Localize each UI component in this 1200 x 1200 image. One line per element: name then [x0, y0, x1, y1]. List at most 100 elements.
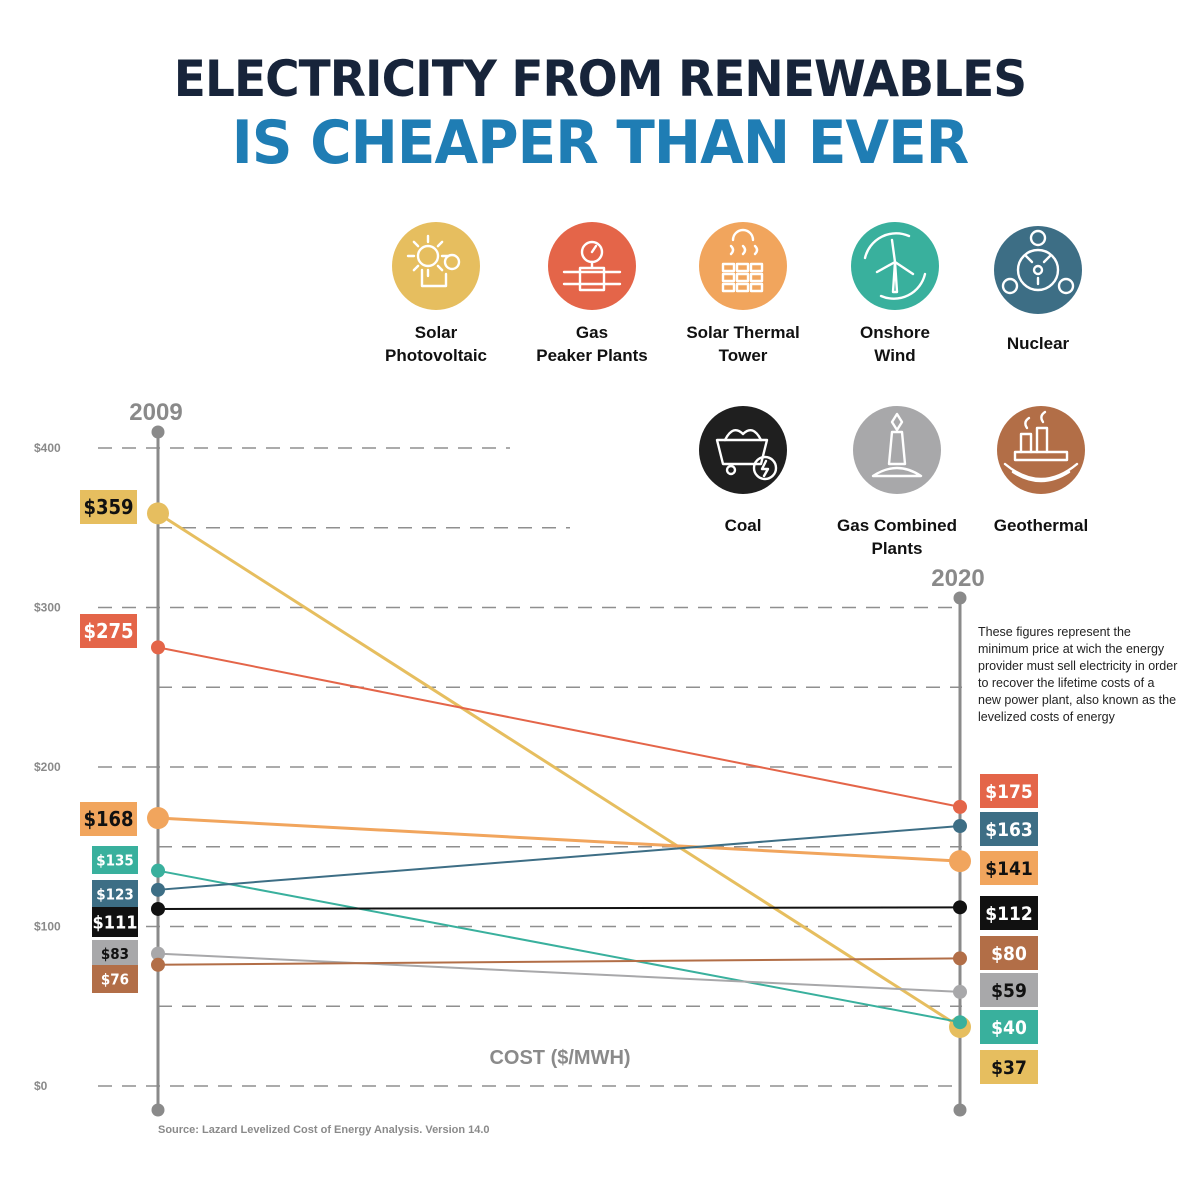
axis-end-dot	[151, 1103, 165, 1117]
icon-stroke	[749, 262, 764, 273]
value-label-2020: $175	[980, 774, 1038, 808]
data-point	[953, 900, 967, 915]
legend-icon-bg	[392, 222, 480, 310]
legend-label-line2: Plants	[871, 539, 922, 558]
icon-stroke	[1016, 248, 1060, 292]
value-label-2020: $37	[980, 1050, 1038, 1084]
icon-stroke	[715, 438, 769, 466]
icon-stroke	[875, 238, 915, 276]
series-line	[157, 816, 961, 863]
legend-layer: Solar Photovoltaic Gas Peaker Plants Solar T…	[385, 222, 1088, 558]
value-label-box	[92, 940, 138, 967]
value-label-text: $175	[985, 781, 1033, 803]
value-label-2020: $40	[980, 1010, 1038, 1044]
value-label-text: $168	[83, 807, 133, 831]
icon-stroke	[412, 264, 420, 272]
axis-end-dot	[953, 1103, 967, 1117]
value-label-text: $76	[101, 970, 129, 988]
icon-stroke	[723, 428, 763, 442]
legend-icon-bg	[853, 406, 941, 494]
y-tick-label: $100	[34, 920, 61, 934]
solar-panel-sun-icon	[406, 234, 461, 288]
value-label-2020: $163	[980, 812, 1038, 846]
icon-stroke	[1029, 229, 1047, 247]
icon-stroke	[416, 244, 440, 268]
value-label-text: $111	[92, 912, 137, 933]
data-point	[953, 819, 967, 834]
icon-stroke	[887, 430, 907, 466]
value-label-box	[80, 802, 137, 836]
legend-icon-bg	[699, 222, 787, 310]
value-label-box	[92, 846, 138, 874]
axis-end-dot	[953, 591, 967, 605]
title-line-1: ELECTRICITY FROM RENEWABLES	[173, 50, 1027, 108]
value-label-text: $135	[96, 851, 134, 869]
legend-item-geothermal: Geothermal	[994, 406, 1088, 535]
icon-stroke	[1035, 426, 1049, 454]
icon-stroke	[412, 240, 420, 248]
grid-layer: $0 $100 $200 $300 $400	[34, 441, 962, 1093]
value-label-box	[980, 936, 1038, 970]
radiation-icon	[1001, 229, 1075, 295]
icon-stroke	[443, 253, 461, 271]
data-point	[151, 901, 165, 916]
value-label-box	[92, 907, 138, 937]
data-point	[147, 502, 169, 525]
value-label-2020: $59	[980, 973, 1038, 1007]
y-tick-label: $0	[34, 1079, 48, 1093]
solar-thermal-heat-icon	[721, 228, 764, 293]
icon-stroke	[890, 412, 904, 432]
value-label-2009: $111	[92, 907, 138, 937]
icon-stroke	[1024, 254, 1052, 286]
icon-stroke	[749, 272, 764, 283]
title-line-2: IS CHEAPER THAN EVER	[231, 108, 969, 178]
icon-stroke	[871, 466, 923, 478]
icon-stroke	[436, 264, 444, 272]
value-label-box	[980, 774, 1038, 808]
series-line	[157, 957, 961, 966]
legend-label-line1: Nuclear	[1007, 334, 1070, 353]
data-point	[151, 863, 165, 878]
value-label-2009: $275	[80, 614, 137, 648]
legend-label-line1: Solar Thermal	[686, 323, 799, 342]
legend-label-line1: Gas Combined	[837, 516, 957, 535]
value-label-box	[980, 1010, 1038, 1044]
icon-stroke	[721, 272, 736, 283]
legend-item-onshore_wind: Onshore Wind	[851, 222, 939, 365]
data-point	[147, 807, 169, 830]
series-line	[157, 869, 961, 1024]
icon-stroke	[729, 244, 759, 256]
icon-stroke	[578, 266, 606, 292]
value-label-text: $37	[991, 1057, 1027, 1079]
value-label-box	[92, 965, 138, 993]
legend-label-line2: Wind	[874, 346, 915, 365]
icon-stroke	[721, 282, 736, 293]
legend-label-line1: Coal	[725, 516, 762, 535]
data-point	[151, 957, 165, 972]
legend-item-gas_peaker: Gas Peaker Plants	[536, 222, 648, 365]
value-label-text: $359	[83, 495, 133, 519]
icon-stroke	[721, 262, 736, 273]
data-point	[949, 850, 971, 873]
series-line	[157, 952, 961, 993]
legend-label-line1: Solar	[415, 323, 458, 342]
value-label-box	[980, 812, 1038, 846]
legend-item-gas_combined: Gas Combined Plants	[837, 406, 957, 558]
icon-stroke	[735, 282, 750, 293]
data-point	[953, 799, 967, 814]
year-label: 2009	[129, 399, 182, 426]
gas-pipe-gauge-icon	[562, 240, 622, 292]
data-point	[953, 1015, 967, 1030]
legend-item-solar_thermal: Solar Thermal Tower	[686, 222, 800, 365]
legend-icon-bg	[994, 226, 1082, 314]
axis-layer: 2009 2020	[129, 399, 985, 1117]
value-label-2009: $123	[92, 880, 138, 908]
y-tick-label: $200	[34, 760, 61, 774]
axis-end-dot	[151, 425, 165, 439]
legend-item-solar_pv: Solar Photovoltaic	[385, 222, 487, 365]
value-label-text: $275	[83, 619, 133, 643]
icon-stroke	[1013, 450, 1069, 462]
value-label-text: $141	[985, 858, 1033, 880]
icon-stroke	[735, 272, 750, 283]
